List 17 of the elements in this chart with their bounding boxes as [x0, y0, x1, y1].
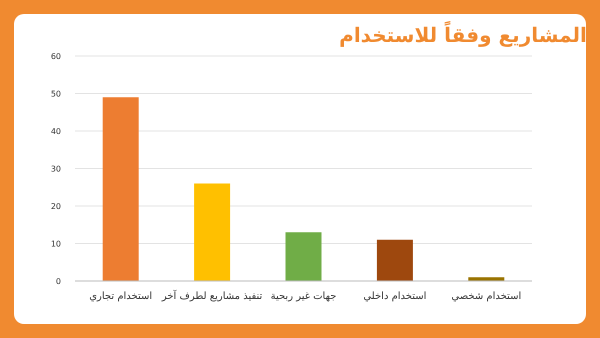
bar [102, 97, 139, 281]
bar [286, 232, 322, 281]
y-tick-label: 0 [56, 277, 61, 286]
y-tick-label: 30 [50, 164, 61, 174]
x-tick-label: تنفيذ مشاريع لطرف آخر [160, 289, 263, 302]
x-tick-label: استخدام داخلي [363, 291, 426, 302]
x-tick-label: جهات غير ربحية [270, 291, 336, 302]
x-tick-label: استخدام تجاري [89, 291, 152, 302]
y-tick-label: 60 [50, 52, 61, 61]
chart-title: المشاريع وفقاً للاستخدام [339, 20, 587, 47]
y-tick-label: 50 [50, 90, 61, 98]
bar [376, 240, 413, 281]
y-tick-label: 10 [50, 240, 61, 248]
y-tick-label: 40 [50, 127, 61, 136]
bar [194, 184, 230, 281]
x-tick-label: استخدام شخصي [451, 291, 522, 302]
y-tick-label: 20 [50, 202, 61, 211]
